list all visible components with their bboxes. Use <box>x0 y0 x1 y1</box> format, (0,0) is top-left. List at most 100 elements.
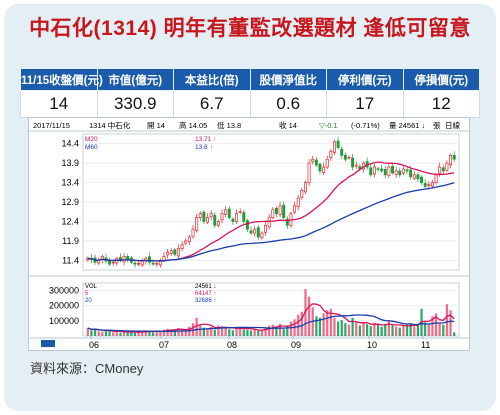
candle-body <box>340 148 344 156</box>
volume-bar <box>235 327 238 336</box>
table-value-row: 14 330.9 6.7 0.6 17 12 <box>20 90 480 118</box>
volume-bar <box>369 326 372 336</box>
ma-legend-name: M60 <box>85 144 98 151</box>
volume-bar <box>373 322 376 336</box>
candle-body <box>333 141 336 153</box>
candle-body <box>227 208 231 218</box>
candle-body <box>108 260 112 265</box>
volume-bar <box>202 327 206 336</box>
candle-body <box>383 169 387 176</box>
candle-body <box>220 213 224 221</box>
volume-bar <box>239 326 242 336</box>
volume-bar <box>424 322 427 336</box>
stock-info-table: 11/15收盤價(元) 市值(億元) 本益比(倍) 股價淨值比 停利價(元) 停… <box>20 68 480 118</box>
volume-tick-label: 200000 <box>49 301 79 311</box>
volume-bar <box>260 329 264 336</box>
volume-bar <box>289 321 293 336</box>
volume-bar <box>449 310 452 336</box>
volume-bar <box>318 317 322 336</box>
volume-bar <box>122 331 126 336</box>
volume-bar <box>166 328 169 336</box>
volume-bar <box>228 329 231 336</box>
volume-bar <box>453 332 456 336</box>
candle-body <box>256 227 260 238</box>
chart-header-text: 低 13.8 <box>217 120 241 130</box>
candle-body <box>187 236 191 242</box>
chart-header-text: 量 24561 ↓ <box>389 121 425 130</box>
month-label: 07 <box>159 340 169 350</box>
candle-body <box>191 228 195 237</box>
price-tick-label: 12.9 <box>61 197 79 207</box>
candle-body <box>274 207 278 215</box>
candle-body <box>322 166 326 173</box>
candle-body <box>343 155 347 160</box>
volume-bar <box>409 323 412 336</box>
table-header-row: 11/15收盤價(元) 市值(億元) 本益比(倍) 股價淨值比 停利價(元) 停… <box>20 68 480 91</box>
candle-body <box>238 211 242 213</box>
data-source: 資料來源：CMoney <box>30 361 144 376</box>
candle-body <box>231 218 235 222</box>
volume-bar <box>442 324 445 336</box>
candle-body <box>391 165 394 174</box>
volume-bar <box>376 325 380 336</box>
candle-body <box>445 162 449 171</box>
volume-bar <box>195 317 198 336</box>
stock-chart-svg: 2017/11/15 1314 中石化 開 14 高 14.05 低 13.8 收 14 ▽… <box>29 120 469 350</box>
volume-legend-value: 64147 ↑ <box>195 291 216 297</box>
chart-header-text: 日線 <box>445 120 460 130</box>
value-pe-ratio: 6.7 <box>173 90 251 118</box>
volume-bar <box>366 324 369 336</box>
volume-panel-frame <box>82 282 460 337</box>
price-tick-label: 14.4 <box>61 139 79 149</box>
value-pb-ratio: 0.6 <box>249 90 327 118</box>
candle-body <box>427 184 431 187</box>
price-tick-label: 13.9 <box>61 158 79 168</box>
volume-bar <box>315 316 318 336</box>
candle-body <box>423 182 427 187</box>
volume-bar <box>391 325 394 336</box>
candle-body <box>202 211 206 222</box>
volume-bar <box>115 331 118 336</box>
volume-bar <box>257 330 260 336</box>
candle-body <box>293 205 297 213</box>
volume-bar <box>141 331 144 336</box>
chart-badge <box>41 340 55 347</box>
volume-bar <box>173 330 176 336</box>
volume-legend-name: VOL <box>85 284 98 290</box>
header-stop-loss: 停損價(元) <box>402 68 480 91</box>
volume-bar <box>199 325 202 336</box>
volume-bar <box>206 328 209 336</box>
volume-bar <box>329 308 332 336</box>
candle-body <box>249 230 253 234</box>
volume-bar <box>355 322 358 336</box>
month-label: 06 <box>89 340 99 350</box>
volume-bar <box>253 329 256 336</box>
candle-body <box>329 151 333 159</box>
candle-body <box>369 167 373 176</box>
header-market-cap: 市值(億元) <box>96 68 174 91</box>
candle-body <box>260 232 264 239</box>
volume-bar <box>333 317 336 336</box>
volume-bar <box>220 326 224 336</box>
volume-legend-name: 5 <box>85 291 89 297</box>
volume-bar <box>402 325 405 336</box>
ma20-line <box>87 161 455 262</box>
volume-legend-value: 24561 ↓ <box>195 284 216 290</box>
ma-legend-name: M20 <box>85 136 98 143</box>
volume-bar <box>246 329 249 336</box>
volume-bar <box>398 327 401 336</box>
volume-bar <box>112 332 115 336</box>
volume-bar <box>384 323 387 336</box>
volume-bar <box>242 329 245 336</box>
chart-header-text: 2017/11/15 <box>33 121 70 130</box>
volume-bar <box>144 330 147 336</box>
volume-bar <box>104 329 108 336</box>
volume-bar <box>181 329 184 336</box>
volume-bar <box>224 328 227 336</box>
value-market-cap: 330.9 <box>96 90 174 118</box>
candle-body <box>452 155 456 160</box>
candle-body <box>137 263 141 265</box>
chart-header-text: ▽-0.1 <box>319 121 338 130</box>
page-title: 中石化(1314) 明年有董監改選題材 逢低可留意 <box>29 17 471 40</box>
candle-body <box>253 228 257 234</box>
